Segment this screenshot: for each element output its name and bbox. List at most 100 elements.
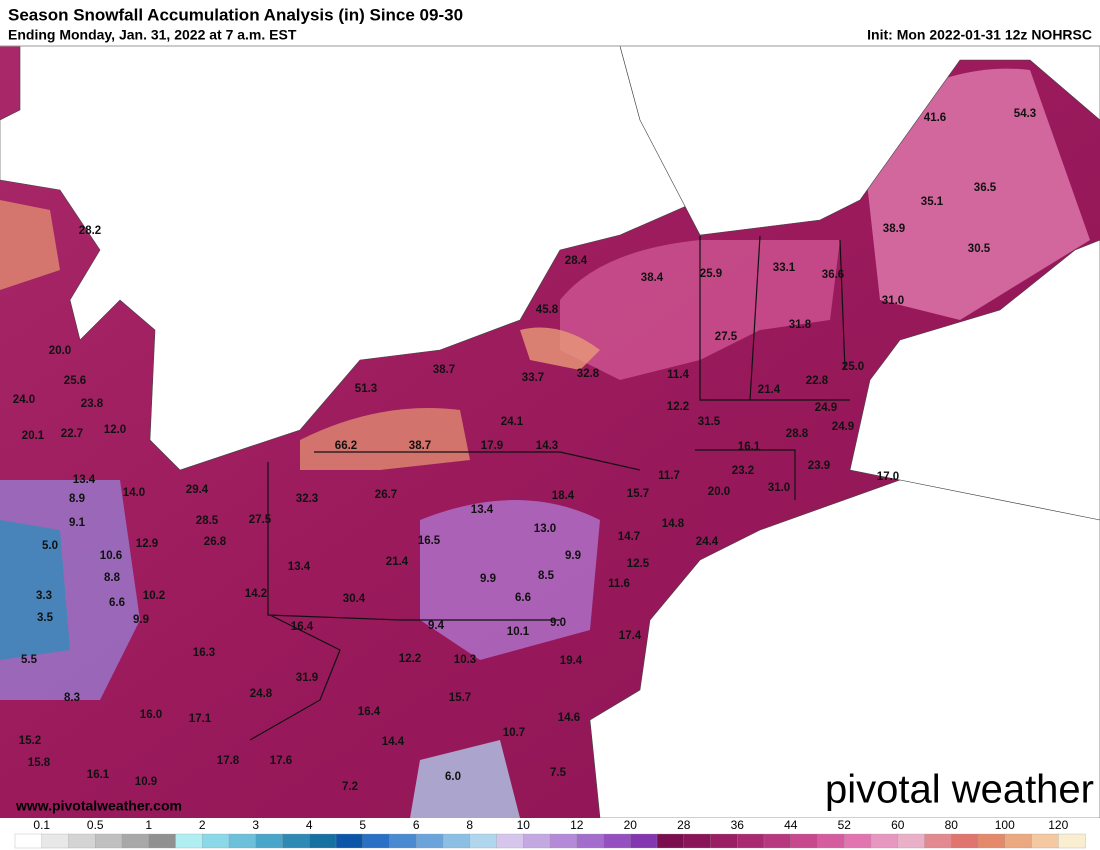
- snow-total: 5.5: [21, 654, 38, 666]
- color-swatch: [523, 833, 551, 849]
- color-swatch: [282, 833, 310, 849]
- snow-total: 38.4: [641, 272, 664, 284]
- subtitle: Ending Monday, Jan. 31, 2022 at 7 a.m. E…: [8, 27, 297, 43]
- color-swatch: [389, 833, 417, 849]
- colorbar-label: 10: [517, 818, 531, 832]
- region: [520, 327, 600, 370]
- snow-total: 15.7: [449, 692, 471, 704]
- colorbar-label: 0.1: [33, 818, 50, 832]
- snow-total: 16.4: [291, 621, 314, 633]
- snow-total: 31.8: [789, 319, 812, 331]
- snow-total: 10.2: [143, 590, 165, 602]
- color-swatch: [496, 833, 524, 849]
- color-swatch: [68, 833, 96, 849]
- snow-total: 10.7: [503, 727, 525, 739]
- snow-total: 10.3: [454, 654, 476, 666]
- color-swatch: [255, 833, 284, 849]
- init-time: Init: Mon 2022-01-31 12z NOHRSC: [867, 27, 1092, 43]
- color-swatch: [121, 833, 150, 849]
- snow-total: 29.4: [186, 484, 209, 496]
- snow-total: 12.2: [667, 401, 689, 413]
- snow-total: 25.6: [64, 375, 86, 387]
- title: Season Snowfall Accumulation Analysis (i…: [8, 5, 463, 24]
- snow-total: 13.4: [471, 504, 494, 516]
- snow-total: 9.4: [428, 620, 445, 632]
- region: [0, 520, 70, 660]
- snow-total: 6.6: [515, 592, 531, 604]
- color-swatch: [309, 833, 337, 849]
- snow-total: 14.4: [382, 736, 405, 748]
- snow-total: 23.2: [732, 465, 754, 477]
- snow-total: 27.5: [715, 331, 738, 343]
- snow-total: 3.3: [36, 590, 52, 602]
- snow-total: 14.7: [618, 531, 640, 543]
- colorbar-label: 6: [413, 818, 420, 832]
- state-borders: [249, 235, 850, 741]
- snow-total: 20.0: [708, 486, 730, 498]
- snow-total: 15.7: [627, 488, 649, 500]
- snow-total: 7.2: [342, 781, 358, 793]
- snow-total: 21.4: [386, 556, 409, 568]
- snow-total: 30.4: [343, 593, 366, 605]
- snow-total: 7.5: [550, 767, 567, 779]
- snow-total: 6.6: [109, 597, 125, 609]
- snow-total: 24.8: [250, 688, 273, 700]
- colorbar-label: 52: [838, 818, 852, 832]
- color-swatch: [442, 833, 471, 849]
- colorbar-label: 4: [306, 818, 313, 832]
- snow-total: 20.1: [22, 430, 45, 442]
- snow-total: 31.9: [296, 672, 318, 684]
- snow-total: 8.8: [104, 572, 121, 584]
- color-swatch: [228, 833, 257, 849]
- region: [300, 408, 470, 470]
- snow-total: 17.9: [481, 440, 503, 452]
- snow-total: 26.8: [204, 536, 227, 548]
- snow-total: 14.6: [558, 712, 580, 724]
- snow-total: 30.5: [968, 243, 991, 255]
- snow-total: 28.5: [196, 515, 219, 527]
- color-swatch: [924, 833, 952, 849]
- snow-total: 66.2: [335, 440, 357, 452]
- snow-total: 15.8: [28, 757, 51, 769]
- snow-total: 14.8: [662, 518, 685, 530]
- snow-total: 8.5: [538, 570, 555, 582]
- color-swatch: [549, 833, 578, 849]
- color-swatch: [1031, 833, 1059, 849]
- region: [860, 68, 1090, 320]
- color-swatch: [469, 833, 498, 849]
- snow-total: 9.9: [565, 550, 581, 562]
- color-swatch: [1058, 833, 1086, 849]
- snow-total: 10.6: [100, 550, 122, 562]
- snow-total: 32.8: [577, 368, 600, 380]
- snow-total: 12.9: [136, 538, 158, 550]
- snow-total: 17.4: [619, 630, 642, 642]
- snow-total: 17.1: [189, 713, 212, 725]
- color-swatch: [576, 833, 605, 849]
- region: [410, 740, 520, 818]
- colorbar-label: 60: [891, 818, 905, 832]
- color-swatch: [656, 833, 685, 849]
- snow-total: 17.8: [217, 755, 240, 767]
- snow-total: 17.0: [877, 471, 899, 483]
- snow-total: 23.9: [808, 460, 830, 472]
- snow-total: 25.0: [842, 361, 864, 373]
- colorbar-label: 120: [1048, 818, 1068, 832]
- snow-total: 24.0: [13, 394, 35, 406]
- snow-total: 22.7: [61, 428, 83, 440]
- colorbar-label: 28: [677, 818, 691, 832]
- snow-total: 33.7: [522, 372, 544, 384]
- snow-total: 20.0: [49, 345, 71, 357]
- snow-total: 38.7: [409, 440, 431, 452]
- snow-total: 14.0: [123, 487, 145, 499]
- snow-total: 36.5: [974, 182, 997, 194]
- snow-total: 22.8: [806, 375, 829, 387]
- colorbar-label: 44: [784, 818, 798, 832]
- snow-total: 25.9: [700, 268, 722, 280]
- map: [0, 45, 1100, 819]
- snow-total: 28.8: [786, 428, 809, 440]
- snow-total: 11.7: [658, 470, 680, 482]
- colorbar-label: 36: [731, 818, 745, 832]
- snow-total: 13.0: [534, 523, 556, 535]
- snow-total: 9.1: [69, 517, 86, 529]
- snow-total: 51.3: [355, 383, 377, 395]
